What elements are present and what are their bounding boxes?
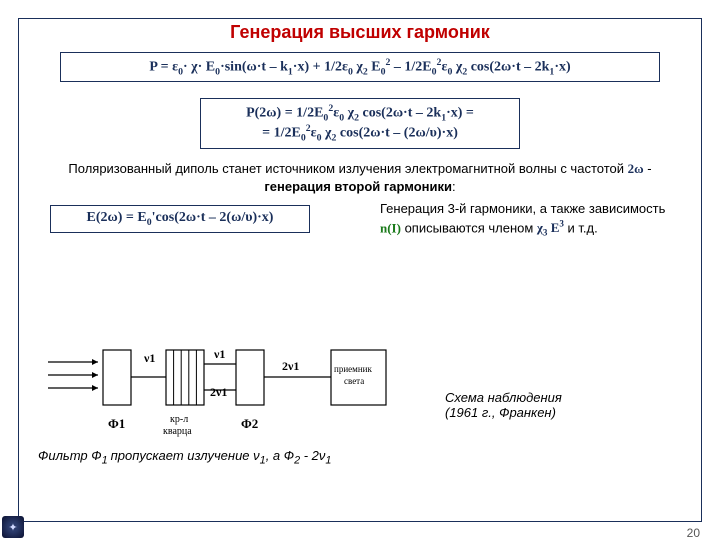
caption-scheme-l2: (1961 г., Франкен): [445, 405, 562, 420]
caption-scheme: Схема наблюдения (1961 г., Франкен): [445, 390, 562, 420]
svg-text:2ν1: 2ν1: [282, 359, 299, 373]
caption-scheme-l1: Схема наблюдения: [445, 390, 562, 405]
svg-text:кварца: кварца: [163, 426, 192, 437]
svg-text:света: света: [344, 376, 364, 386]
slide-title: Генерация высших гармоник: [0, 22, 720, 43]
equation-p2w: P(2ω) = 1/2E02ε0 χ2 cos(2ω·t – 2k1·x) = …: [200, 98, 520, 149]
svg-text:кр-л: кр-л: [170, 414, 188, 425]
svg-text:Φ1: Φ1: [108, 416, 125, 431]
slide: Генерация высших гармоник P = ε0· χ· E0·…: [0, 0, 720, 540]
equation-e2w: E(2ω) = E0'cos(2ω·t – 2(ω/υ)·x): [50, 205, 310, 233]
equation-p: P = ε0· χ· E0·sin(ω·t – k1·x) + 1/2ε0 χ2…: [60, 52, 660, 82]
logo-icon: [2, 516, 24, 538]
optical-scheme-diagram: ν1 ν1 2ν1 2ν1 Φ1 Φ2 кр-лкварца приемник света: [38, 330, 408, 460]
caption-filter: Фильтр Ф1 пропускает излучение ν1, а Ф2 …: [38, 448, 358, 467]
eq2-line2: = 1/2E02ε0 χ2 cos(2ω·t – (2ω/υ)·x): [211, 123, 509, 143]
body-text-dipole: Поляризованный диполь станет источником …: [50, 160, 670, 195]
body-text-third-harmonic: Генерация 3-й гармоники, а также зависим…: [380, 200, 670, 239]
svg-text:приемник: приемник: [334, 364, 372, 374]
svg-text:ν1: ν1: [143, 351, 155, 365]
page-number: 20: [687, 526, 700, 540]
eq2-line1: P(2ω) = 1/2E02ε0 χ2 cos(2ω·t – 2k1·x) =: [211, 103, 509, 123]
svg-text:2ν1: 2ν1: [210, 385, 227, 399]
svg-text:ν1: ν1: [213, 347, 225, 361]
scheme-svg: ν1 ν1 2ν1 2ν1 Φ1 Φ2 кр-лкварца приемник света: [38, 330, 408, 460]
svg-text:Φ2: Φ2: [241, 416, 258, 431]
